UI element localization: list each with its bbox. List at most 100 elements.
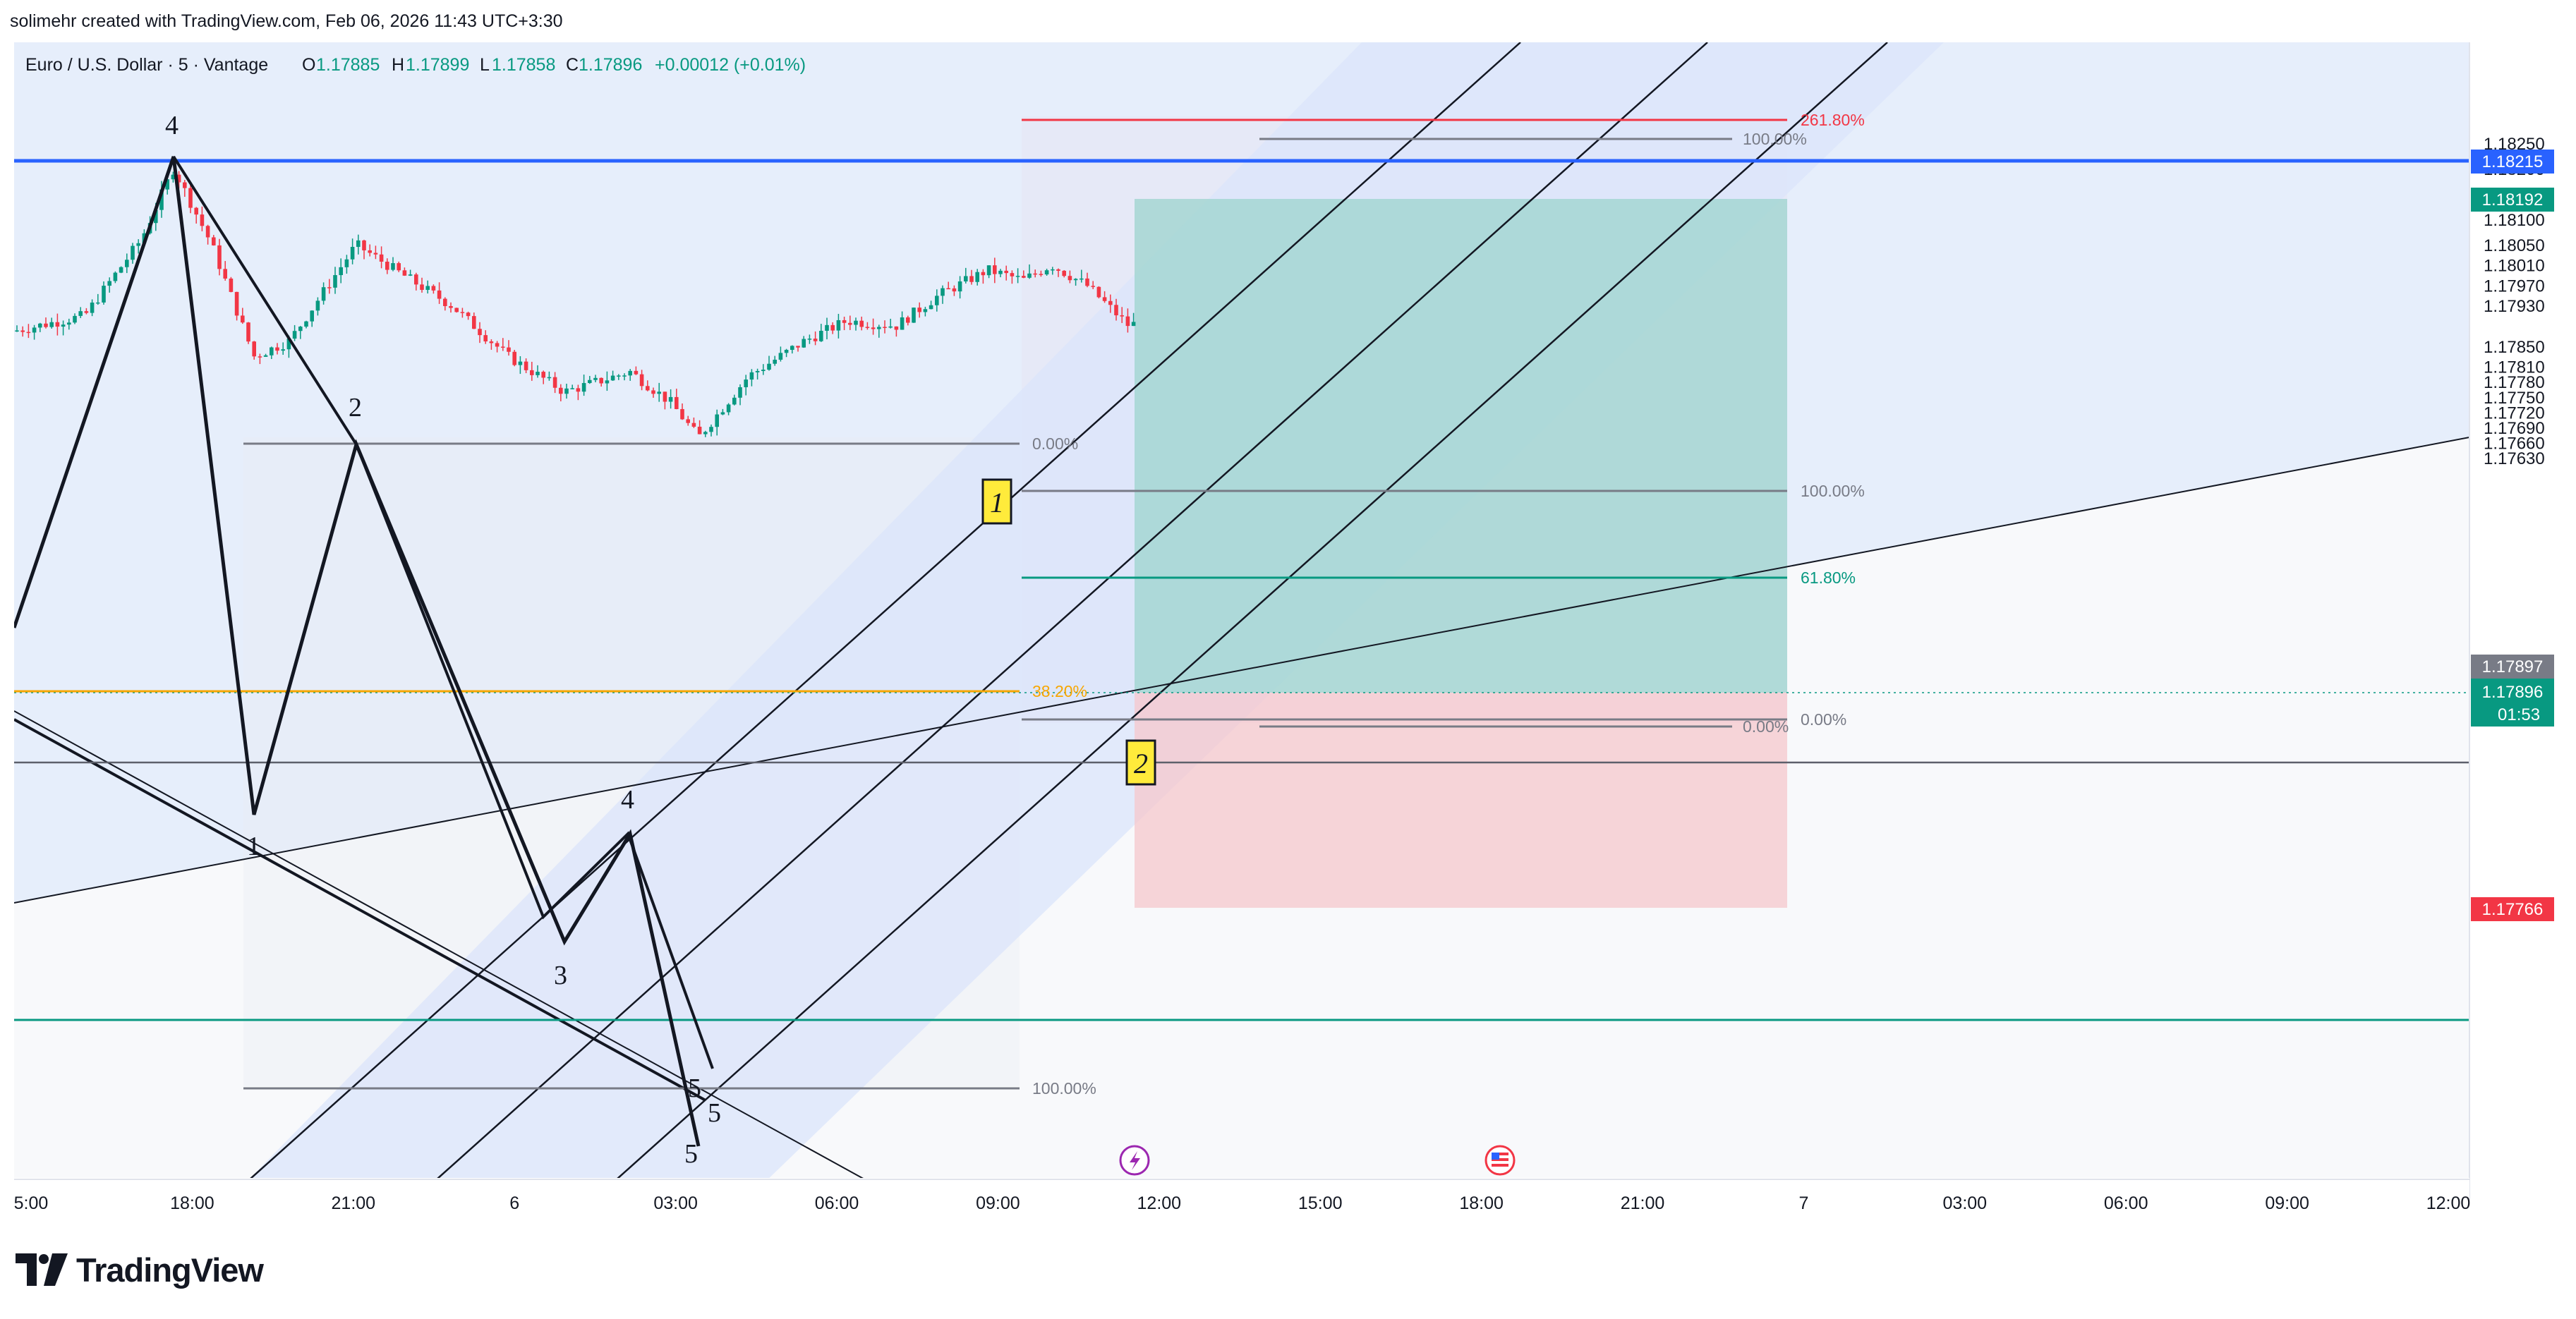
candle-body-102 — [605, 380, 610, 384]
candle-body-70 — [420, 284, 424, 290]
trendline-descending-b[interactable] — [14, 718, 706, 1102]
candle-body-184 — [1080, 278, 1084, 280]
candle-body-44 — [270, 347, 274, 355]
event-flash-icon[interactable] — [1119, 1145, 1150, 1176]
svg-text:1.17896: 1.17896 — [2482, 683, 2544, 702]
candle-body-56 — [339, 267, 343, 276]
candle-body-17 — [113, 272, 118, 281]
legend-o-label: O — [302, 55, 315, 75]
candle-body-88 — [524, 361, 528, 370]
svg-text:1.18215: 1.18215 — [2482, 152, 2544, 171]
candle-body-9 — [67, 322, 71, 325]
time-tick-13: 06:00 — [2104, 1193, 2148, 1213]
price-tick-7: 1.17930 — [2484, 297, 2545, 316]
candle-body-106 — [628, 370, 632, 376]
time-axis[interactable] — [0, 1178, 2469, 1220]
candle-body-136 — [802, 339, 806, 348]
candle-body-32 — [200, 214, 205, 226]
candle-body-133 — [784, 349, 789, 353]
candle-body-41 — [252, 341, 256, 357]
time-tick-9: 18:00 — [1459, 1193, 1504, 1213]
candle-body-177 — [1039, 274, 1044, 275]
tradingview-wordmark: TradingView — [76, 1251, 264, 1289]
boxed-label-2[interactable]: 2 — [1125, 739, 1156, 786]
wave-pattern-b[interactable] — [172, 155, 714, 1069]
candle-body-156 — [917, 308, 921, 312]
candle-body-13 — [90, 302, 95, 313]
candle-body-171 — [1004, 270, 1008, 274]
price-tick-14: 1.17660 — [2484, 434, 2545, 454]
take-profit-zone — [1135, 199, 1787, 693]
candle-body-114 — [675, 396, 679, 409]
candle-body-146 — [859, 320, 864, 327]
trendline-descending-a[interactable] — [14, 710, 875, 1185]
candle-body-117 — [691, 423, 696, 427]
candle-body-189 — [1108, 300, 1113, 305]
candle-body-134 — [790, 346, 794, 350]
candle-body-193 — [1131, 322, 1136, 327]
event-us-flag-icon[interactable] — [1484, 1145, 1516, 1176]
candle-body-46 — [281, 349, 285, 351]
legend-h-label: H — [392, 55, 404, 75]
candle-body-60 — [362, 240, 366, 250]
candle-body-95 — [564, 388, 569, 394]
fib-right-2618: 261.80% — [1801, 111, 1865, 129]
candle-body-42 — [258, 356, 262, 358]
time-tick-11: 7 — [1798, 1193, 1808, 1213]
legend-c-label: C — [566, 55, 579, 75]
candle-body-151 — [888, 326, 893, 328]
candle-body-169 — [993, 265, 997, 274]
wave-label-4-low: 4 — [621, 785, 634, 815]
fib-left[interactable] — [14, 442, 1020, 1090]
candle-body-55 — [333, 275, 337, 288]
candle-body-24 — [154, 209, 158, 224]
candle-body-92 — [547, 377, 552, 379]
price-tick-5: 1.18010 — [2484, 257, 2545, 276]
candle-body-19 — [125, 260, 129, 267]
candle-body-33 — [205, 226, 210, 238]
fib-small[interactable] — [1259, 138, 1732, 728]
candle-body-158 — [929, 305, 933, 310]
price-axis[interactable] — [2469, 42, 2576, 1199]
candle-body-112 — [663, 391, 667, 402]
fib-right[interactable] — [1022, 118, 1787, 721]
candle-body-81 — [483, 335, 488, 342]
candle-body-11 — [78, 311, 83, 316]
candle-body-51 — [310, 310, 314, 322]
svg-text:1.18192: 1.18192 — [2482, 190, 2544, 209]
candle-body-139 — [819, 330, 823, 341]
candle-body-48 — [292, 331, 297, 339]
tradingview-logo[interactable]: TradingView — [16, 1248, 264, 1291]
price-tick-8: 1.17850 — [2484, 338, 2545, 357]
candle-body-98 — [581, 383, 586, 392]
price-tick-13: 1.17690 — [2484, 419, 2545, 438]
trendline-long[interactable] — [14, 437, 2469, 904]
candle-body-29 — [183, 182, 187, 188]
candle-body-135 — [796, 346, 800, 348]
symbol-legend[interactable]: Euro / U.S. Dollar · 5 · Vantage O 1.178… — [25, 55, 806, 75]
candle-body-145 — [854, 320, 858, 325]
candle-body-180 — [1056, 269, 1060, 271]
candle-body-100 — [593, 377, 598, 380]
parallel-channel[interactable] — [243, 42, 1888, 1185]
candle-body-63 — [379, 254, 384, 262]
candle-body-130 — [767, 363, 771, 370]
boxed-label-1[interactable]: 1 — [981, 478, 1012, 525]
candle-body-185 — [1085, 278, 1089, 286]
candle-body-62 — [373, 253, 378, 255]
candle-body-27 — [171, 174, 176, 180]
candle-body-131 — [773, 359, 777, 364]
candle-body-188 — [1102, 297, 1107, 301]
candle-body-103 — [610, 375, 615, 381]
candle-body-144 — [848, 322, 852, 325]
candle-body-109 — [646, 386, 650, 391]
candle-body-154 — [906, 317, 910, 323]
candle-body-90 — [536, 372, 540, 375]
candle-body-186 — [1091, 286, 1095, 287]
time-tick-15: 12:00 — [2426, 1193, 2471, 1213]
candle-body-76 — [454, 308, 459, 312]
candle-body-111 — [657, 391, 661, 394]
candle-body-161 — [946, 288, 950, 290]
candle-body-150 — [883, 327, 887, 329]
